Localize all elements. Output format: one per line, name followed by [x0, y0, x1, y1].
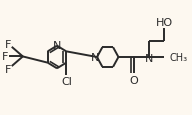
Text: O: O	[129, 75, 138, 85]
Text: F: F	[5, 64, 12, 74]
Text: F: F	[5, 40, 12, 50]
Text: Cl: Cl	[61, 77, 72, 87]
Text: N: N	[53, 40, 62, 50]
Text: CH₃: CH₃	[169, 53, 187, 62]
Text: N: N	[145, 54, 153, 64]
Text: N: N	[91, 53, 99, 62]
Text: HO: HO	[156, 18, 173, 28]
Text: F: F	[2, 52, 8, 62]
